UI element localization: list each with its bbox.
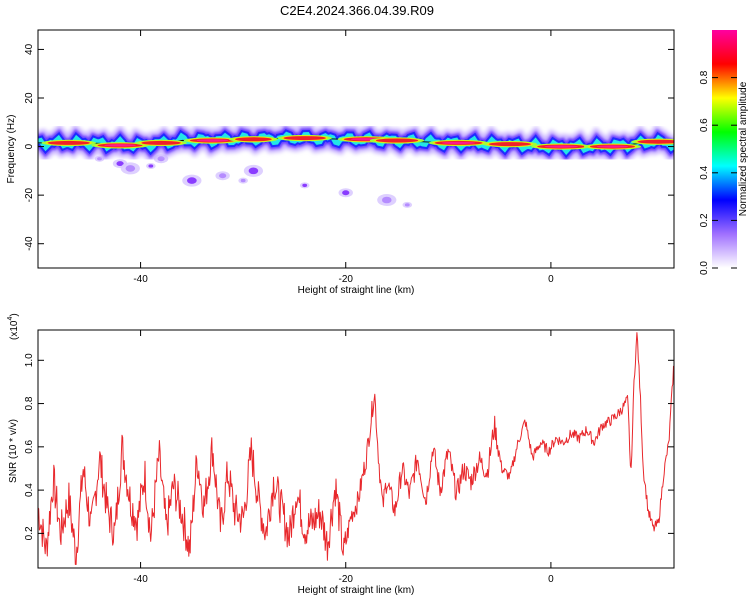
snr-xtick-label: -40 <box>133 574 148 585</box>
snr-xtick-label: 0 <box>548 574 554 585</box>
snr-ytick-label: 1.0 <box>24 353 35 367</box>
scatter-blob <box>219 173 227 179</box>
spectrogram-ytick-label: -40 <box>24 236 35 251</box>
spectrogram-ytick-label: 20 <box>24 92 35 104</box>
snr-xtick-label: -20 <box>339 574 354 585</box>
scatter-blob <box>248 167 259 175</box>
colorbar-scale <box>712 30 737 268</box>
colorbar-tick-label: 0.8 <box>699 70 710 84</box>
scale-label: (x10 <box>9 320 20 340</box>
snr-ytick-label: 0.8 <box>24 396 35 410</box>
scatter-blob <box>116 161 124 167</box>
scale-exponent: 4 <box>7 317 14 321</box>
snr-xlabel: Height of straight line (km) <box>298 585 415 596</box>
spectrogram-xtick-label: -20 <box>339 274 354 285</box>
scatter-blob <box>97 157 102 161</box>
scatter-blob <box>187 177 197 184</box>
scatter-blob <box>381 196 392 204</box>
spectrogram-heatmap <box>38 122 674 208</box>
spectrogram-frame <box>37 29 675 269</box>
hotspot-red <box>283 136 326 141</box>
spectrogram-ytick-label: 0 <box>24 143 35 149</box>
spectrogram-xlabel: Height of straight line (km) <box>298 285 415 296</box>
svg-text:(x104): (x104) <box>7 313 20 340</box>
hotspot-red <box>47 140 90 145</box>
colorbar-label: Normalized spectral amplitude <box>738 81 749 216</box>
scatter-blob <box>302 183 308 188</box>
scatter-blob <box>404 203 410 207</box>
hotspot-magenta <box>196 139 229 142</box>
hotspot-red <box>141 140 181 145</box>
snr-frame <box>37 329 675 569</box>
scatter-blob <box>148 164 154 168</box>
snr-series-line <box>38 332 674 565</box>
snr-ylabel: SNR (10 * v/v) <box>8 419 19 483</box>
hotspot-magenta <box>104 144 136 147</box>
hotspot-magenta <box>596 145 629 148</box>
spectrogram-ytick-label: -20 <box>24 187 35 202</box>
hotspot-red <box>637 139 674 144</box>
snr-ytick-label: 0.6 <box>24 439 35 453</box>
colorbar-tick-label: 0.4 <box>699 165 710 179</box>
colorbar-tick-label: 0.0 <box>699 261 710 275</box>
snr-ytick-label: 0.4 <box>24 483 35 497</box>
hotspot-red <box>235 137 272 142</box>
snr-ytick-label: 0.2 <box>24 526 35 540</box>
colorbar: 0.0 0.2 0.4 0.6 0.8 Normalized spectral ampl… <box>699 30 749 275</box>
hotspot-magenta <box>441 141 476 145</box>
colorbar-tick-label: 0.2 <box>699 213 710 227</box>
scatter-blob <box>157 156 165 162</box>
spectrogram-ytick-label: 40 <box>24 43 35 55</box>
spectrogram-xtick-label: -40 <box>133 274 148 285</box>
hotspot-red <box>375 138 419 143</box>
snr-scale-factor: (x104) <box>7 313 20 340</box>
spectrogram-panel: -40 -20 0 -40 -20 0 20 40 Height of straight l… <box>6 29 675 296</box>
scatter-blob <box>240 178 246 183</box>
hotspot-magenta <box>544 145 578 148</box>
scatter-blob <box>342 190 350 196</box>
scatter-blob <box>125 165 136 172</box>
scale-close: ) <box>9 313 20 316</box>
colorbar-tick-label: 0.6 <box>699 118 710 132</box>
spectrogram-xtick-label: 0 <box>548 274 554 285</box>
snr-panel: -40 -20 0 0.2 0.4 0.6 0.8 1.0 Height of straig… <box>7 313 675 596</box>
figure-title: C2E4.2024.366.04.39.R09 <box>280 3 434 18</box>
spectrogram-ylabel: Frequency (Hz) <box>6 115 17 184</box>
hotspot-red <box>488 142 532 147</box>
